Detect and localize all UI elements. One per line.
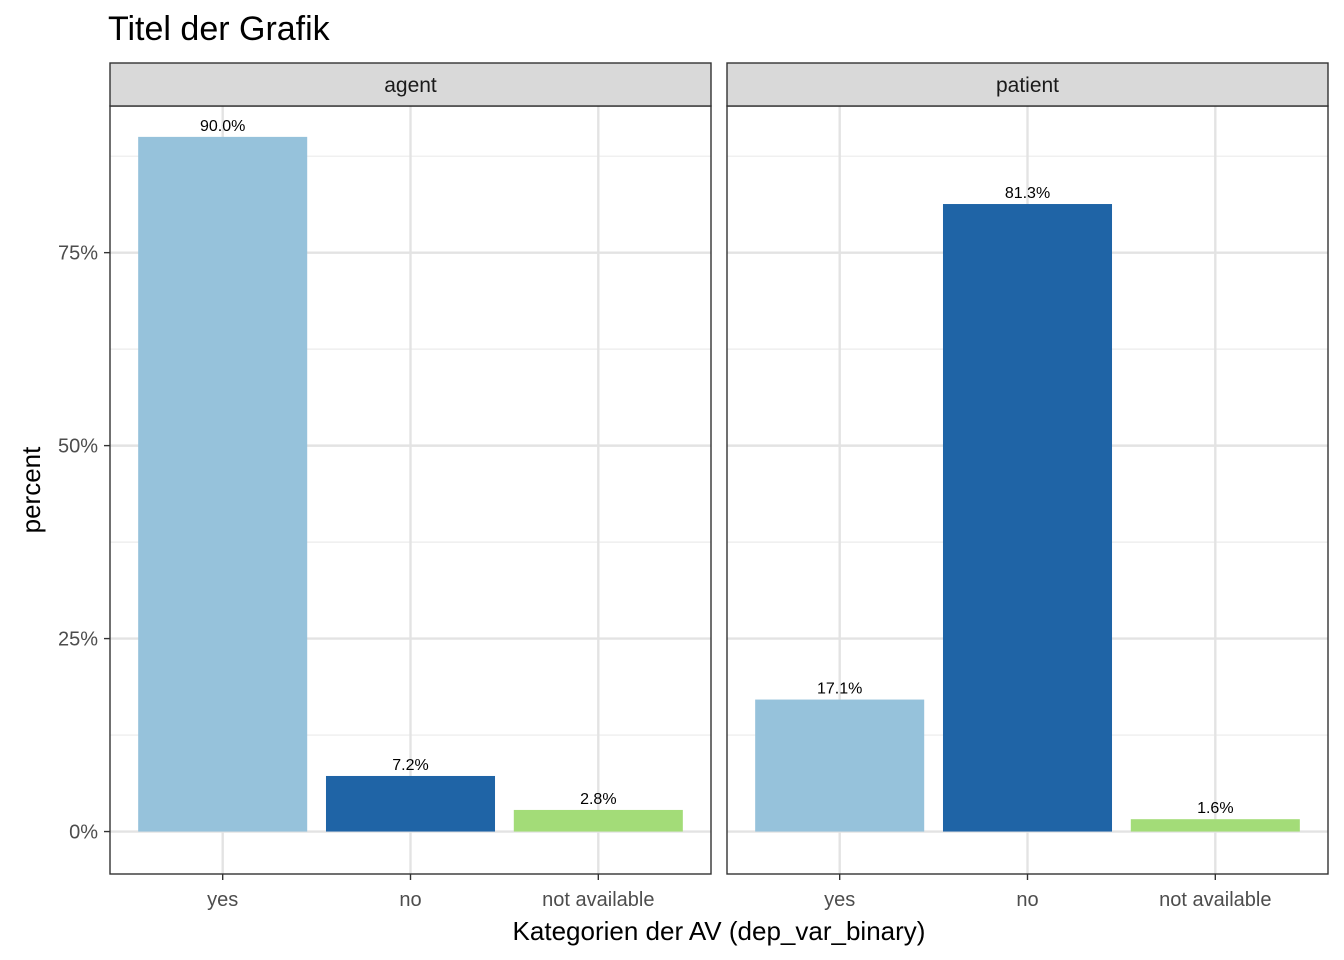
- x-tick-label: no: [399, 889, 421, 911]
- bar-patient-no: [942, 204, 1113, 832]
- bar-patient-not-available: [1130, 819, 1300, 832]
- data-label: 90.0%: [200, 118, 245, 135]
- x-tick-label: yes: [207, 889, 238, 911]
- x-tick-label: not available: [542, 889, 654, 911]
- data-label: 7.2%: [392, 757, 428, 774]
- facet-strip-label: agent: [384, 74, 437, 97]
- data-label: 17.1%: [817, 681, 862, 698]
- facet-strip-label: patient: [996, 74, 1059, 97]
- chart-title: Titel der Grafik: [108, 10, 331, 48]
- x-tick-label: not available: [1159, 889, 1271, 911]
- x-axis-title: Kategorien der AV (dep_var_binary): [513, 916, 926, 946]
- x-tick-label: no: [1016, 889, 1038, 911]
- bar-agent-not-available: [513, 809, 683, 832]
- y-tick-label: 0%: [69, 822, 98, 844]
- y-tick-label: 75%: [58, 243, 98, 265]
- x-tick-label: yes: [824, 889, 855, 911]
- bar-patient-yes: [755, 699, 925, 832]
- data-label: 2.8%: [580, 791, 616, 808]
- data-label: 81.3%: [1005, 185, 1050, 202]
- y-axis-title: percent: [16, 446, 46, 533]
- data-label: 1.6%: [1197, 800, 1233, 817]
- y-tick-label: 50%: [58, 436, 98, 458]
- bar-agent-yes: [138, 136, 308, 832]
- facet-panels: 90.0% 7.2% 2.8% agent yes no not available 0% 25…: [58, 62, 1329, 911]
- y-tick-label: 25%: [58, 629, 98, 651]
- facet-strip: [726, 62, 1329, 107]
- bar-agent-no: [325, 775, 496, 832]
- facet-strip: [109, 62, 712, 107]
